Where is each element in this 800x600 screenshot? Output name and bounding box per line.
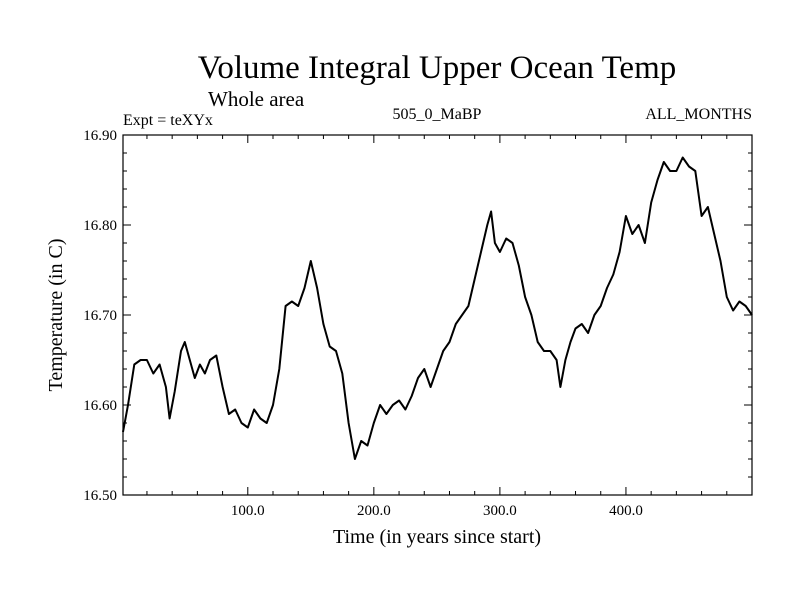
x-tick-label: 100.0 (231, 503, 265, 519)
y-tick-label: 16.70 (83, 308, 117, 324)
tick-labels: 100.0 200.0 300.0 400.0 16.50 16.60 16.70 16.80… (83, 128, 643, 519)
header-center: 505_0_MaBP (393, 106, 482, 123)
x-axis-label: Time (in years since start) (333, 526, 541, 548)
x-tick-label: 300.0 (483, 503, 517, 519)
header-left: Expt = teXYx (123, 112, 213, 129)
y-tick-label: 16.60 (83, 398, 117, 414)
x-tick-label: 200.0 (357, 503, 391, 519)
chart-subtitle: Whole area (208, 87, 305, 111)
y-axis-label: Temperature (in C) (45, 239, 67, 392)
axis-ticks (123, 134, 752, 496)
header-right: ALL_MONTHS (645, 106, 752, 123)
y-tick-label: 16.80 (83, 218, 117, 234)
series-line (122, 156, 753, 460)
plot-frame (122, 134, 753, 496)
y-tick-label: 16.50 (83, 488, 117, 504)
x-tick-label: 400.0 (609, 503, 643, 519)
chart-title: Volume Integral Upper Ocean Temp (198, 50, 676, 86)
y-tick-label: 16.90 (83, 128, 117, 144)
